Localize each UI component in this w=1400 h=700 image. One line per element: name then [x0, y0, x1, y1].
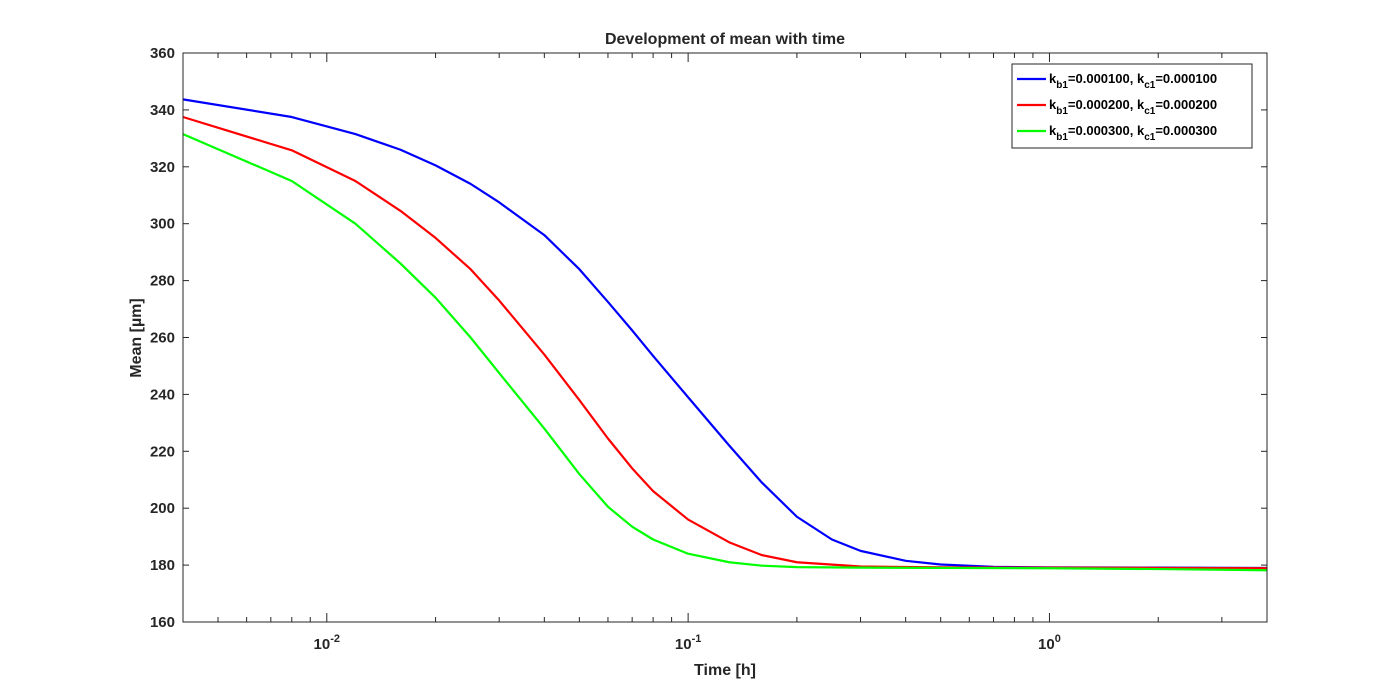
legend-label-1: kb1=0.000100, kc1=0.000100	[1049, 71, 1217, 91]
series-line-2	[182, 115, 1268, 570]
x-tick-label: 100	[1038, 633, 1061, 653]
y-tick-label: 240	[150, 386, 175, 403]
legend-label-2: kb1=0.000200, kc1=0.000200	[1049, 97, 1217, 117]
y-tick-label: 200	[150, 500, 175, 517]
x-tick-label: 10-1	[675, 633, 701, 653]
plot-lines	[182, 98, 1268, 572]
y-tick-label: 280	[150, 273, 175, 290]
y-axis-label: Mean [µm]	[128, 298, 145, 377]
chart-title: Development of mean with time	[605, 31, 845, 48]
x-tick-label: 10-2	[314, 633, 340, 653]
legend: kb1=0.000100, kc1=0.000100 kb1=0.000200, …	[1011, 63, 1253, 149]
y-tick-label: 320	[150, 159, 175, 176]
series-line-1	[182, 98, 1268, 570]
y-tick-label: 160	[150, 614, 175, 631]
legend-box	[1011, 63, 1253, 149]
y-tick-label: 220	[150, 443, 175, 460]
y-tick-label: 340	[150, 102, 175, 119]
axes: 160 180 200 220 240 260 280 300 320 340 360 10-2 10-…	[150, 45, 1268, 653]
y-tick-label: 260	[150, 330, 175, 347]
y-tick-label: 300	[150, 216, 175, 233]
y-tick-label: 360	[150, 45, 175, 62]
y-tick-label: 180	[150, 557, 175, 574]
x-axis-label: Time [h]	[694, 662, 756, 679]
legend-label-3: kb1=0.000300, kc1=0.000300	[1049, 123, 1217, 143]
series-line-3	[182, 133, 1268, 572]
